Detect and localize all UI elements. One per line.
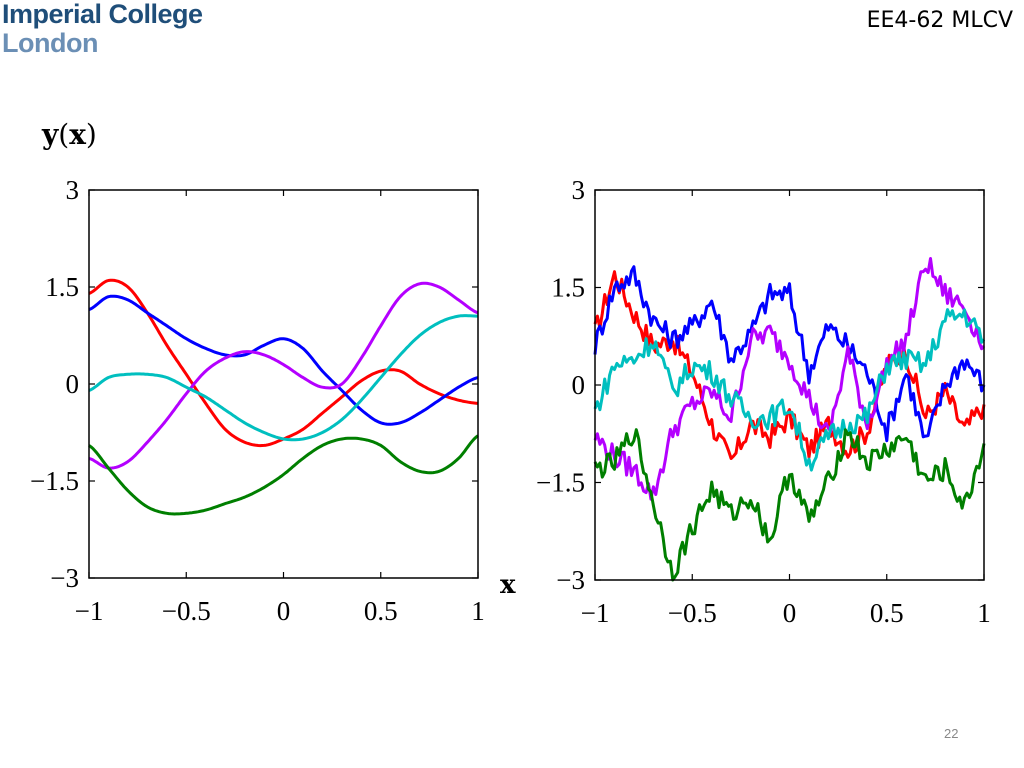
series-line-1-3 — [593, 308, 986, 472]
y-tick-label-0-1: 1.5 — [45, 272, 79, 302]
y-axis-label-x: x — [69, 118, 86, 151]
y-axis-label: y(x) — [42, 118, 97, 151]
series-line-1-4 — [593, 428, 986, 582]
logo-line-1: Imperial College — [2, 0, 203, 29]
x-tick-label-1-4: 1 — [977, 598, 991, 628]
y-tick-label-1-4: −3 — [556, 565, 585, 595]
x-tick-label-1-2: 0 — [783, 598, 797, 628]
series-line-0-1 — [88, 294, 479, 426]
y-tick-label-0-2: 0 — [66, 369, 80, 399]
y-axis-label-close: ) — [85, 118, 97, 151]
y-tick-label-0-0: 3 — [66, 175, 80, 205]
imperial-college-logo: Imperial College London — [2, 0, 203, 58]
series-line-1-2 — [593, 257, 986, 501]
series-line-1-0 — [593, 270, 986, 460]
series-line-0-2 — [88, 281, 479, 470]
y-tick-label-1-0: 3 — [572, 175, 586, 205]
series-line-0-4 — [88, 434, 479, 516]
page-number: 22 — [944, 726, 959, 741]
series-line-0-3 — [88, 314, 478, 442]
x-tick-label-1-0: −1 — [581, 598, 610, 628]
y-axis-label-y: y — [42, 118, 59, 151]
y-tick-label-1-3: −1.5 — [536, 468, 585, 498]
series-line-1-1 — [593, 265, 986, 443]
logo-line-2: London — [2, 28, 98, 58]
y-tick-label-1-1: 1.5 — [551, 273, 585, 303]
x-tick-label-0-1: −0.5 — [162, 596, 211, 626]
x-tick-label-1-1: −0.5 — [668, 598, 717, 628]
plot-frame-1 — [594, 189, 985, 581]
y-axis-label-open: ( — [58, 118, 70, 151]
x-tick-label-1-3: 0.5 — [870, 598, 904, 628]
course-code: EE4-62 MLCV — [866, 8, 1013, 33]
x-axis-label: x — [500, 570, 516, 600]
x-tick-label-0-4: 1 — [471, 596, 485, 626]
y-tick-label-0-4: −3 — [50, 563, 79, 593]
x-tick-label-0-0: −1 — [75, 596, 104, 626]
x-tick-label-0-2: 0 — [277, 596, 291, 626]
y-tick-label-1-2: 0 — [572, 370, 586, 400]
y-tick-label-0-3: −1.5 — [30, 466, 79, 496]
x-tick-label-0-3: 0.5 — [364, 596, 398, 626]
